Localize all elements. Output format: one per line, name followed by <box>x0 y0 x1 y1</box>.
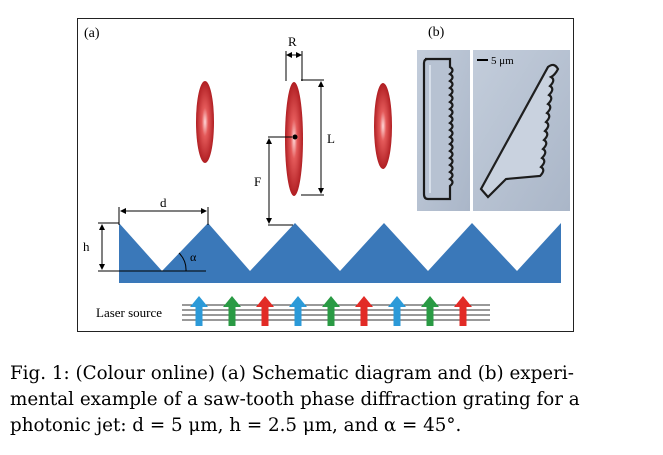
label-d: d <box>160 195 167 210</box>
laser-lines <box>182 304 490 321</box>
caption-line-2: mental example of a saw-tooth phase diff… <box>10 389 580 410</box>
caption-line-1: Fig. 1: (Colour online) (a) Schematic di… <box>10 363 574 384</box>
figure-caption: Fig. 1: (Colour online) (a) Schematic di… <box>10 361 656 439</box>
focal-distance-dimension: F <box>254 136 293 226</box>
laser-arrow-green-5 <box>322 296 340 326</box>
laser-arrow-red-3 <box>256 296 274 326</box>
radius-dimension: R <box>285 34 303 81</box>
figure-panel: (a) (b) 5 μm R <box>77 18 574 332</box>
sawtooth-grating <box>119 223 561 283</box>
laser-arrow-green-2 <box>223 296 241 326</box>
label-l: L <box>327 131 335 146</box>
label-alpha: α <box>190 250 197 264</box>
laser-source-label: Laser source <box>96 305 162 320</box>
photonic-jet-ellipse-3 <box>374 83 392 169</box>
angle-marker: α <box>162 250 206 272</box>
laser-arrow-blue-1 <box>190 296 208 326</box>
micrograph-left <box>417 50 470 211</box>
laser-arrow-blue-7 <box>388 296 406 326</box>
schematic-diagram: (a) (b) 5 μm R <box>83 25 570 326</box>
micrograph-right <box>473 50 570 211</box>
laser-arrow-green-8 <box>421 296 439 326</box>
photonic-jet-ellipse-1 <box>196 81 214 163</box>
focal-point <box>292 134 298 140</box>
laser-arrow-blue-4 <box>289 296 307 326</box>
panel-b-label: (b) <box>428 25 445 40</box>
scale-bar-label: 5 μm <box>491 55 514 67</box>
scale-bar: 5 μm <box>477 55 514 67</box>
period-dimension: d <box>118 195 209 225</box>
laser-arrow-red-6 <box>355 296 373 326</box>
label-h: h <box>83 239 90 254</box>
length-dimension: L <box>301 79 335 196</box>
laser-arrow-red-9 <box>454 296 472 326</box>
height-dimension: h <box>83 222 162 272</box>
panel-a-label: (a) <box>84 26 100 41</box>
caption-line-3: photonic jet: d = 5 μm, h = 2.5 μm, and … <box>10 415 462 436</box>
label-f: F <box>254 174 261 189</box>
laser-arrows <box>190 296 472 326</box>
label-r: R <box>288 34 297 49</box>
